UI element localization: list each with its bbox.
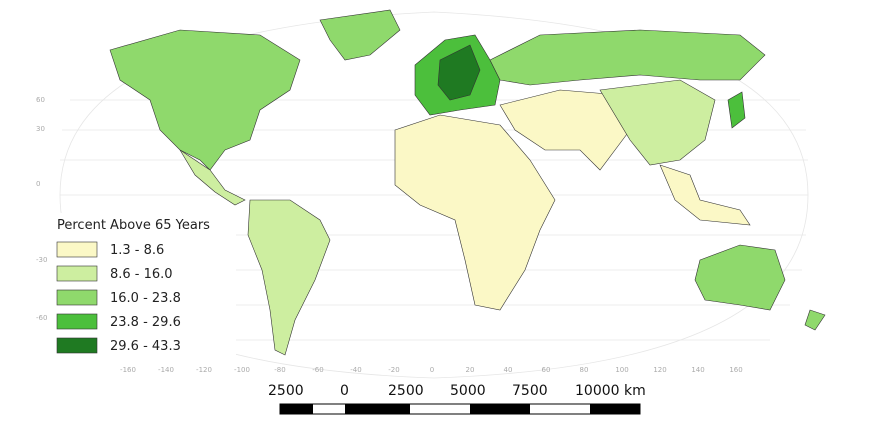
legend-label: 29.6 - 43.3 <box>110 339 181 354</box>
latitude-label: -60 <box>36 314 47 322</box>
longitude-label: -100 <box>234 366 250 374</box>
longitude-label: 0 <box>430 366 434 374</box>
legend-items: 1.3 - 8.6 8.6 - 16.0 16.0 - 23.8 23.8 - 29.… <box>56 241 181 354</box>
legend-label: 8.6 - 16.0 <box>110 267 173 282</box>
middle-east-asia <box>499 89 631 171</box>
legend-label: 1.3 - 8.6 <box>110 243 164 258</box>
longitude-label: -140 <box>158 366 174 374</box>
longitude-label: -80 <box>274 366 285 374</box>
legend-label: 16.0 - 23.8 <box>110 291 181 306</box>
russia <box>489 29 766 86</box>
legend: Percent Above 65 Years 1.3 - 8.6 8.6 - 16… <box>50 213 236 357</box>
scale-bar: 2500 0 2500 5000 7500 10000 km <box>268 383 646 415</box>
scale-label: 2500 <box>268 383 304 399</box>
longitude-label: -160 <box>120 366 136 374</box>
south-america <box>247 199 331 356</box>
legend-box <box>50 213 236 357</box>
scale-segment <box>345 404 410 414</box>
china <box>599 79 716 166</box>
japan <box>727 91 746 129</box>
longitude-labels: -160 -140 -120 -100 -80 -60 -40 -20 0 20 40 60 80 100… <box>120 366 743 374</box>
legend-swatch <box>56 289 98 306</box>
legend-title: Percent Above 65 Years <box>57 218 210 233</box>
latitude-label: 60 <box>36 96 45 104</box>
longitude-label: -120 <box>196 366 212 374</box>
legend-swatch <box>56 313 98 330</box>
scale-label: 2500 <box>388 383 424 399</box>
central-america <box>179 149 246 206</box>
longitude-label: 20 <box>466 366 475 374</box>
longitude-label: 80 <box>580 366 589 374</box>
scale-label: 5000 <box>450 383 486 399</box>
countries <box>109 9 826 356</box>
north-america <box>109 29 301 171</box>
scale-frame <box>279 403 641 415</box>
longitude-label: 40 <box>504 366 513 374</box>
scale-label: 0 <box>340 383 349 399</box>
longitude-label: -40 <box>350 366 361 374</box>
legend-label: 23.8 - 29.6 <box>110 315 181 330</box>
legend-swatch <box>56 337 98 354</box>
latitude-label: 0 <box>36 180 40 188</box>
scale-label: 7500 <box>512 383 548 399</box>
africa <box>394 114 556 311</box>
longitude-label: 60 <box>542 366 551 374</box>
latitude-label: 30 <box>36 125 45 133</box>
scale-labels: 2500 0 2500 5000 7500 10000 km <box>268 383 646 399</box>
longitude-label: 160 <box>729 366 742 374</box>
latitude-label: -30 <box>36 256 47 264</box>
longitude-label: 120 <box>653 366 666 374</box>
southeast-asia <box>659 164 751 226</box>
scale-segment <box>590 404 640 414</box>
scale-label: 10000 km <box>575 383 646 399</box>
legend-swatch <box>56 241 98 258</box>
longitude-label: -60 <box>312 366 323 374</box>
latitude-labels: 60 30 0 -30 -60 <box>36 96 47 322</box>
scale-segment <box>470 404 530 414</box>
longitude-label: -20 <box>388 366 399 374</box>
legend-swatch <box>56 265 98 282</box>
new-zealand <box>804 309 826 331</box>
longitude-label: 140 <box>691 366 704 374</box>
australia <box>694 244 786 311</box>
greenland <box>319 9 401 61</box>
scale-segment <box>280 404 313 414</box>
longitude-label: 100 <box>615 366 628 374</box>
central-europe <box>437 44 481 101</box>
